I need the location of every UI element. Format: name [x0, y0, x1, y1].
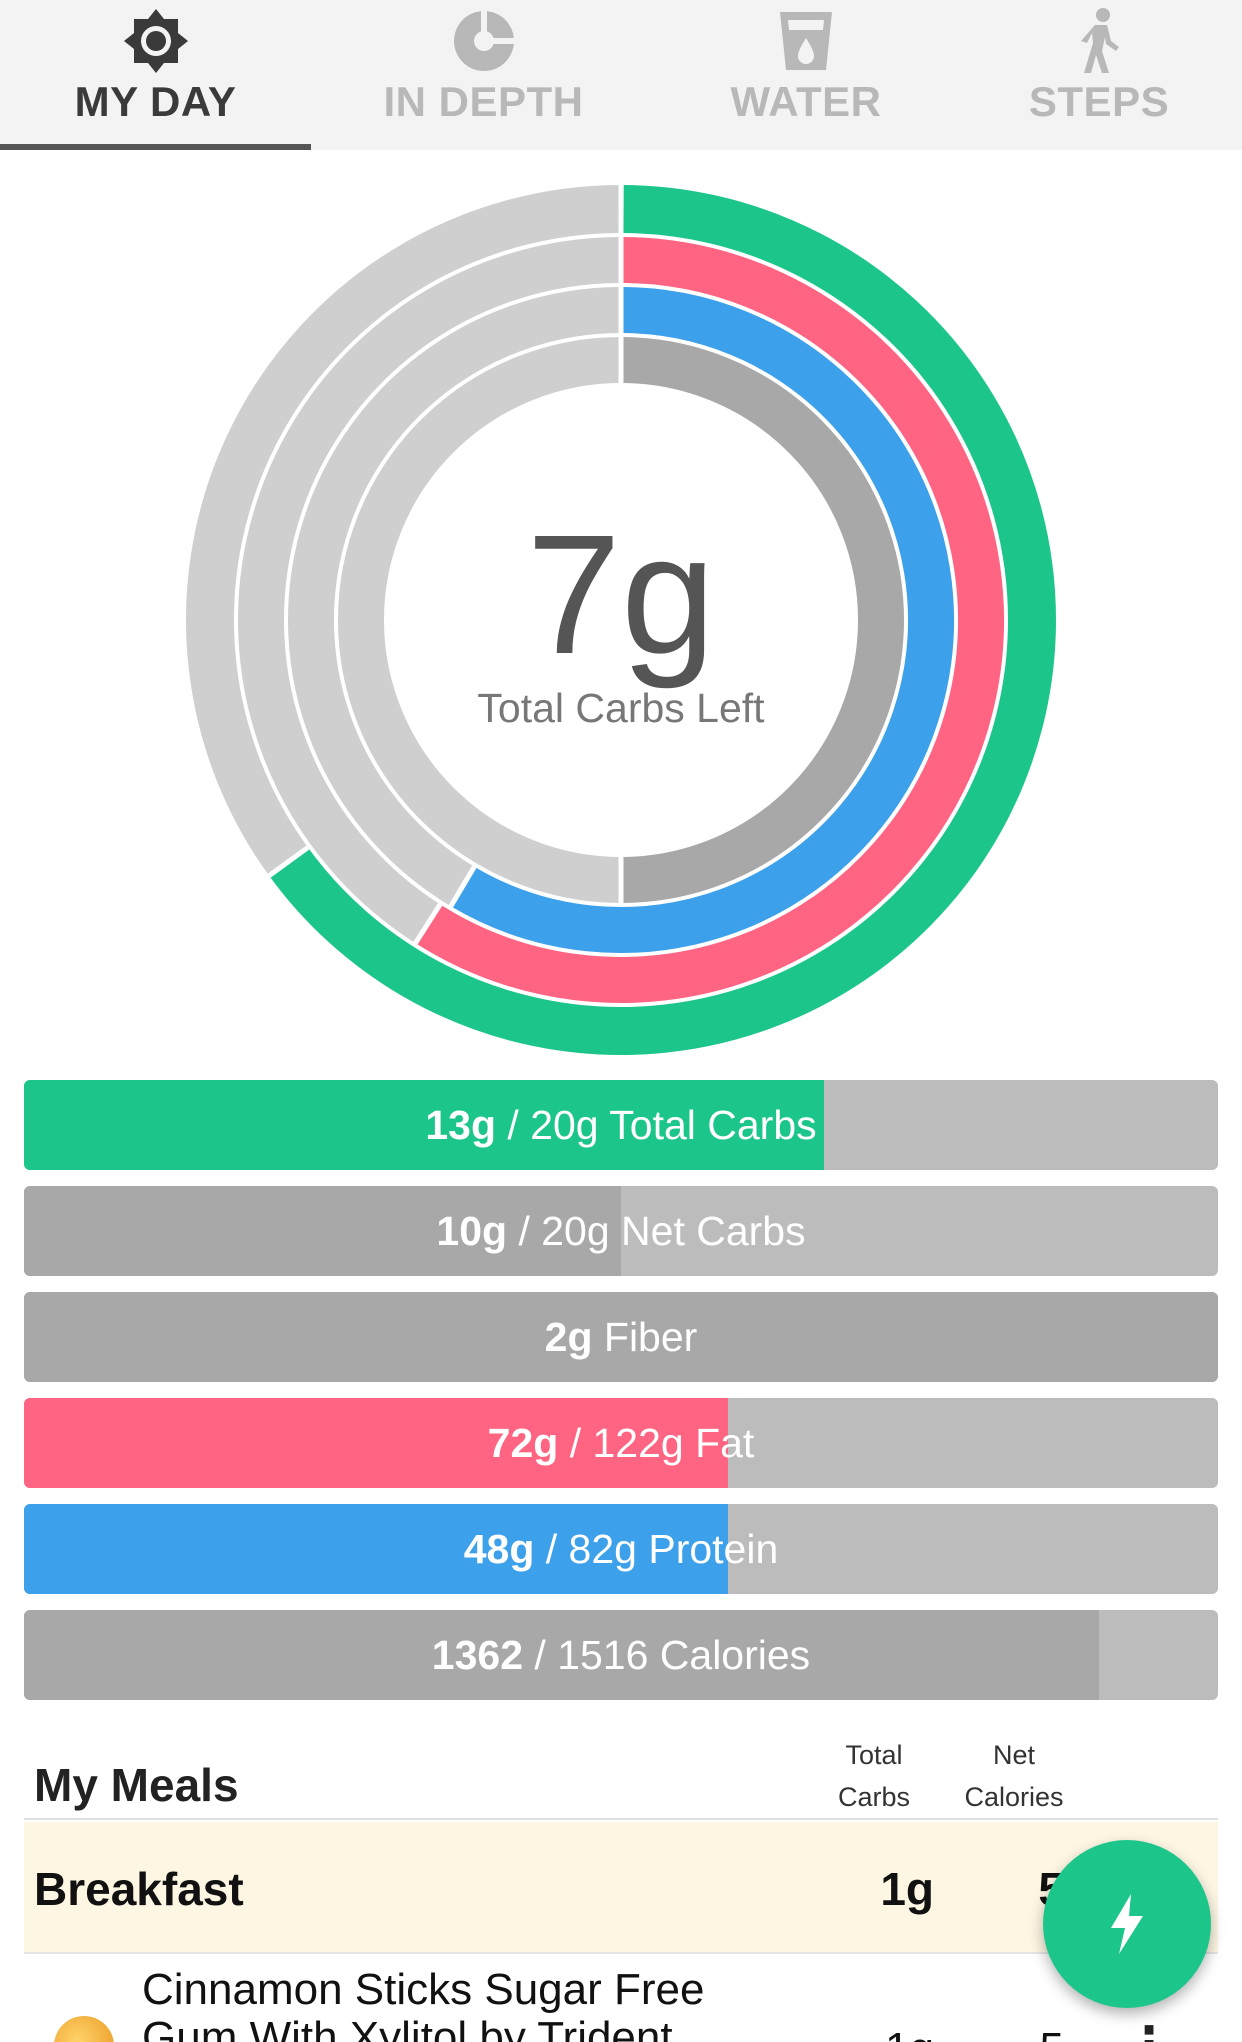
walking-person-icon: [1064, 6, 1134, 76]
meal-group-carbs: 1g: [880, 1863, 934, 1915]
tab-in-depth[interactable]: IN DEPTH: [311, 0, 656, 150]
ring-track: [338, 337, 622, 903]
lightning-bolt-icon: [1111, 1894, 1143, 1954]
column-header-line: Calories: [964, 1782, 1064, 1812]
fat-bar[interactable]: 72g / 122g Fat: [24, 1398, 1218, 1488]
column-header-line: Total: [845, 1740, 903, 1770]
top-tab-bar: MY DAY IN DEPTH WATER: [0, 0, 1242, 150]
food-photo-icon: [54, 2016, 114, 2042]
ring-separator: [267, 845, 310, 878]
bar-fill: [24, 1504, 729, 1594]
tab-my-day[interactable]: MY DAY: [0, 0, 311, 150]
total-carbs-column-header: Total Carbs: [814, 1734, 934, 1818]
water-glass-icon: [771, 6, 841, 76]
bar-fill: [24, 1292, 1218, 1382]
sun-icon: [121, 6, 191, 76]
food-item-name: Cinnamon Sticks Sugar Free Gum With Xyli…: [142, 1965, 705, 2042]
bar-label: / 1516 Calories: [523, 1631, 811, 1678]
ring-track: [238, 237, 621, 944]
column-header-line: Net: [992, 1740, 1036, 1770]
macro-bars: 13g / 20g Total Carbs 10g / 20g Net Carb…: [24, 1080, 1218, 1716]
bar-value: 1362: [431, 1631, 524, 1678]
bar-label: / 82g Protein: [534, 1525, 779, 1572]
calories-bar[interactable]: 1362 / 1516 Calories: [24, 1610, 1218, 1700]
tab-steps[interactable]: STEPS: [956, 0, 1242, 150]
tab-label: MY DAY: [74, 78, 237, 125]
more-vertical-icon[interactable]: ⋮: [1124, 2016, 1174, 2042]
tab-water[interactable]: WATER: [656, 0, 956, 150]
bar-label: / 20g Total Carbs: [496, 1101, 817, 1148]
ring-chart-svg: [186, 185, 1056, 1055]
ring-track: [288, 287, 621, 907]
bar-fill: [24, 1080, 824, 1170]
ring-fat: [415, 237, 1004, 1003]
protein-bar[interactable]: 48g / 82g Protein: [24, 1504, 1218, 1594]
bar-label: / 122g Fat: [558, 1419, 755, 1466]
total-carbs-bar[interactable]: 13g / 20g Total Carbs: [24, 1080, 1218, 1170]
carbs-left-label: Total Carbs Left: [477, 685, 765, 731]
tab-label: IN DEPTH: [383, 78, 584, 125]
net-carbs-bar[interactable]: 10g / 20g Net Carbs: [24, 1186, 1218, 1276]
food-item-calories: 5: [944, 2024, 1064, 2042]
ring-separator: [448, 865, 477, 908]
active-tab-indicator: [0, 144, 311, 150]
meals-header: My Meals Total Carbs Net Calories: [24, 1728, 1218, 1820]
bar-label: / 20g Net Carbs: [507, 1207, 806, 1254]
bar-value: 13g: [425, 1101, 497, 1148]
bar-fill: [24, 1610, 1099, 1700]
meals-title: My Meals: [34, 1759, 239, 1811]
quick-add-button[interactable]: [1043, 1840, 1211, 2008]
ring-separator: [413, 903, 443, 945]
ring-total-carbs: [269, 185, 1056, 1055]
food-item[interactable]: Cinnamon Sticks Sugar Free Gum With Xyli…: [24, 1956, 1218, 2042]
pie-chart-icon: [449, 6, 519, 76]
bar-fill: [24, 1186, 621, 1276]
tab-label: WATER: [730, 78, 882, 125]
meal-group-name: Breakfast: [34, 1863, 244, 1915]
macro-ring-chart: [0, 150, 1242, 1070]
ring-net-carbs: [620, 337, 904, 903]
ring-track: [186, 185, 621, 876]
bar-value: 2g: [544, 1313, 593, 1360]
net-calories-column-header: Net Calories: [944, 1734, 1084, 1818]
ring-protein: [450, 287, 954, 953]
meal-group-breakfast[interactable]: Breakfast 1g 5: [24, 1822, 1218, 1954]
food-item-carbs: 1g: [814, 2024, 934, 2042]
bar-value: 48g: [463, 1525, 535, 1572]
bar-fill: [24, 1398, 729, 1488]
carbs-left-value: 7g: [526, 500, 716, 690]
bar-value: 10g: [436, 1207, 508, 1254]
column-header-line: Carbs: [837, 1782, 911, 1812]
bar-value: 72g: [487, 1419, 559, 1466]
bar-label: Fiber: [592, 1313, 698, 1360]
tab-label: STEPS: [1028, 78, 1170, 125]
fiber-bar[interactable]: 2g Fiber: [24, 1292, 1218, 1382]
